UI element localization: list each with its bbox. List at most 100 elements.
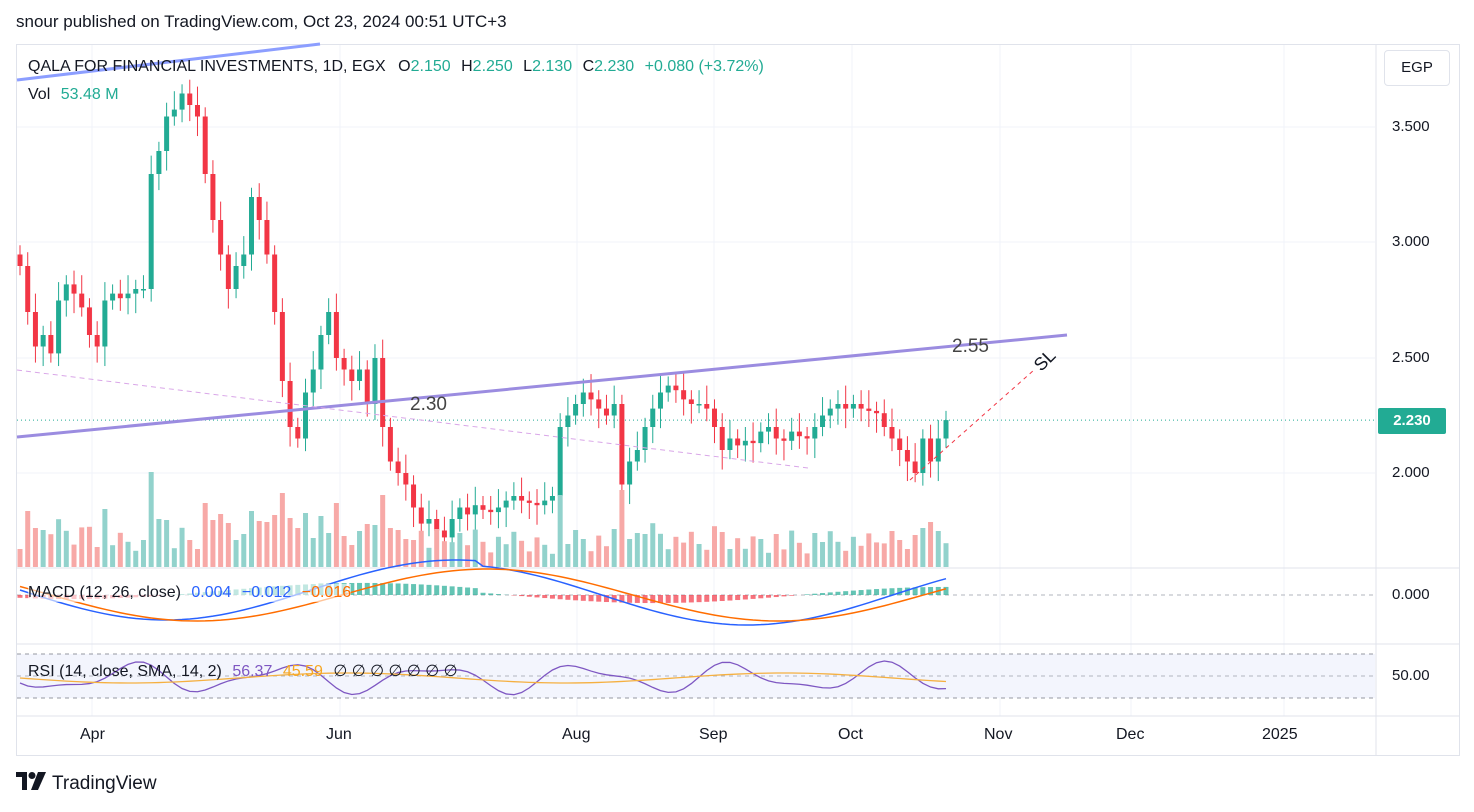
- candle-body: [187, 93, 193, 105]
- candle-body: [526, 500, 532, 503]
- candle-body: [735, 438, 741, 446]
- candle-body: [750, 440, 756, 444]
- candle-body: [418, 507, 424, 524]
- volume-bar: [727, 549, 733, 567]
- volume-bar: [835, 541, 841, 567]
- macd-value: 0.004: [191, 584, 232, 601]
- volume-bar: [650, 523, 656, 567]
- candle-body: [326, 312, 332, 335]
- resistance-trendline: [16, 333, 1068, 439]
- volume-bar: [789, 530, 795, 567]
- volume-bar: [441, 541, 447, 567]
- volume-bar: [310, 538, 316, 567]
- volume-bar: [488, 552, 494, 567]
- macd-histogram-bar: [657, 595, 663, 604]
- macd-histogram-bar: [681, 595, 687, 603]
- volume-bar: [603, 546, 609, 567]
- rsi-legend: RSI (14, close, SMA, 14, 2) 56.37 45.59 …: [28, 661, 458, 681]
- footer-brand[interactable]: TradingView: [16, 772, 157, 796]
- macd-histogram-bar: [17, 595, 23, 598]
- macd-histogram-bar: [465, 587, 471, 595]
- candle-body: [881, 413, 887, 427]
- candle-body: [503, 500, 509, 508]
- candle-body: [472, 505, 478, 515]
- candle-body: [511, 496, 517, 501]
- candle-body: [742, 440, 748, 446]
- low-label: L: [523, 58, 533, 75]
- volume-bar: [264, 522, 270, 567]
- currency-button[interactable]: EGP: [1384, 50, 1450, 86]
- volume-bar: [333, 503, 339, 567]
- candle-body: [40, 335, 46, 347]
- volume-bar: [503, 544, 509, 567]
- volume-bar: [202, 503, 208, 567]
- volume-bar: [86, 526, 92, 567]
- volume-bar: [619, 490, 625, 567]
- macd-histogram-bar: [364, 582, 370, 595]
- volume-bar: [449, 542, 455, 567]
- macd-histogram-bar: [488, 593, 494, 595]
- macd-histogram-bar: [411, 584, 417, 595]
- rsi-ma-line: [19, 672, 947, 684]
- x-tick-apr: Apr: [80, 726, 105, 743]
- volume-bar: [341, 536, 347, 567]
- volume-bar: [71, 544, 77, 567]
- macd-histogram-bar: [495, 594, 501, 595]
- candle-body: [866, 408, 872, 411]
- volume-bar: [233, 540, 239, 567]
- macd-histogram-bar: [858, 590, 864, 595]
- candle-body: [279, 312, 285, 381]
- x-tick-oct: Oct: [838, 726, 863, 743]
- rsi-label: RSI (14, close, SMA, 14, 2): [28, 663, 222, 680]
- volume-bar: [295, 528, 301, 567]
- x-tick-jun: Jun: [326, 726, 352, 743]
- candle-body: [542, 500, 548, 506]
- candle-body: [804, 436, 810, 439]
- volume-value: 53.48 M: [60, 86, 119, 103]
- volume-bar: [17, 549, 23, 567]
- candle-body: [835, 404, 841, 409]
- volume-bar: [750, 536, 756, 567]
- candle-body: [928, 438, 934, 462]
- candle-body: [642, 427, 648, 450]
- volume-bar: [681, 542, 687, 567]
- candle-body: [341, 358, 347, 370]
- candle-body: [588, 392, 594, 400]
- volume-bar: [943, 543, 949, 567]
- candle-body: [603, 408, 609, 416]
- candle-body: [349, 369, 355, 381]
- chart-frame[interactable]: [16, 44, 1460, 756]
- rsi-tick-50: 50.00: [1392, 667, 1430, 684]
- candle-body: [272, 254, 278, 312]
- candle-body: [549, 496, 555, 501]
- volume-bar: [588, 551, 594, 567]
- open-value: 2.150: [410, 58, 451, 75]
- candle-body: [688, 399, 694, 404]
- macd-histogram-bar: [372, 582, 378, 595]
- macd-histogram-bar: [827, 592, 833, 595]
- tradingview-logo-icon: [16, 772, 46, 796]
- candle-body: [25, 266, 31, 312]
- candle-body: [573, 404, 579, 416]
- candle-body: [904, 450, 910, 462]
- candle-body: [897, 438, 903, 450]
- x-tick-nov: Nov: [984, 726, 1013, 743]
- volume-bar: [889, 531, 895, 567]
- candle-body: [225, 254, 231, 289]
- volume-bar: [596, 535, 602, 567]
- candle-body: [364, 369, 370, 404]
- volume-bar: [110, 545, 116, 567]
- volume-bar: [380, 495, 386, 567]
- macd-histogram-bar: [434, 585, 440, 595]
- volume-bar: [164, 520, 170, 567]
- candle-body: [171, 109, 177, 117]
- macd-histogram-bar: [789, 595, 795, 596]
- candle-body: [202, 116, 208, 174]
- candle-body: [380, 358, 386, 427]
- candle-body: [935, 438, 941, 462]
- macd-histogram-bar: [588, 595, 594, 602]
- volume-bar: [657, 533, 663, 567]
- volume-bar: [303, 513, 309, 567]
- upper-trendline: [16, 42, 321, 82]
